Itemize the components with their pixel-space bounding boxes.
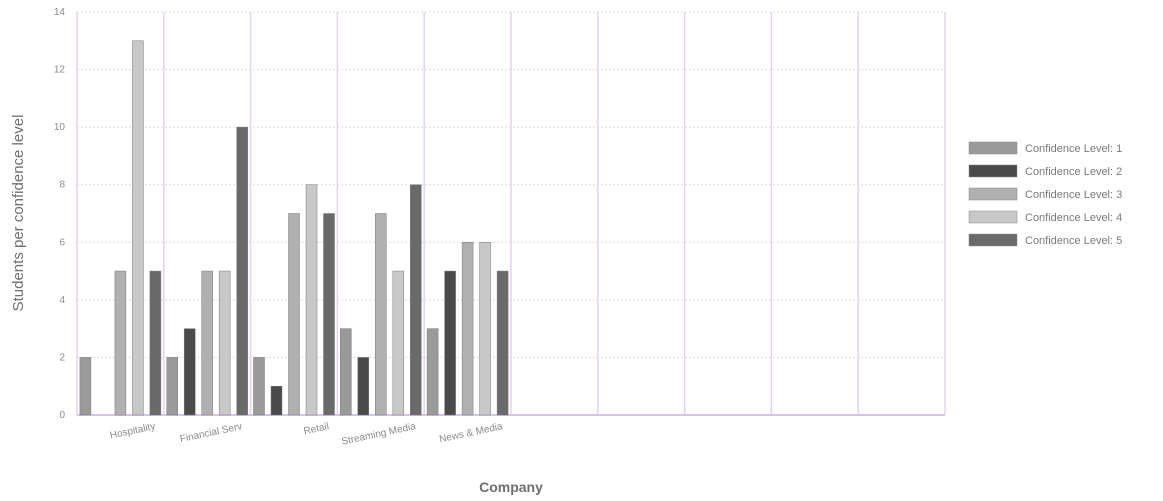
y-axis-title: Students per confidence level (10, 115, 27, 312)
y-tick-label: 4 (59, 295, 65, 306)
bar (201, 270, 213, 416)
bar (166, 357, 178, 416)
legend-swatch (968, 164, 1018, 178)
legend-label: Confidence Level: 3 (1025, 189, 1122, 201)
y-tick-label: 8 (59, 180, 65, 191)
bar (323, 213, 335, 416)
bar (183, 328, 196, 416)
bar (357, 357, 370, 416)
bar (461, 242, 474, 416)
bar (410, 184, 422, 416)
grid (76, 11, 946, 416)
bar (253, 357, 265, 416)
bar (392, 270, 405, 416)
legend-label: Confidence Level: 4 (1025, 212, 1122, 224)
bar (444, 270, 456, 416)
bar (375, 213, 387, 416)
bar (288, 213, 300, 416)
bar (496, 270, 509, 416)
bar (236, 126, 248, 416)
x-tick-label: Streaming Media (341, 421, 418, 448)
bar (340, 328, 352, 416)
x-tick-label: Retail (303, 421, 330, 437)
bar (79, 357, 92, 416)
bar (426, 328, 439, 416)
legend-swatch (968, 141, 1018, 155)
bar (218, 270, 231, 416)
bar (132, 40, 144, 416)
y-tick-label: 14 (54, 7, 66, 18)
y-tick-label: 2 (59, 352, 65, 363)
legend-label: Confidence Level: 5 (1025, 235, 1122, 247)
bar (270, 385, 283, 416)
y-tick-label: 10 (54, 122, 66, 133)
y-tick-label: 0 (59, 410, 65, 421)
legend-swatch (968, 210, 1018, 224)
y-tick-label: 12 (54, 65, 66, 76)
bar (149, 270, 162, 416)
y-axis-ticks: 0 2 4 6 8 10 12 14 (54, 7, 66, 421)
legend: Confidence Level: 1 Confidence Level: 2 Co… (968, 141, 1122, 247)
bar (114, 270, 127, 416)
x-axis-ticks: Hospitality Financial Serv Retail Streaming… (109, 421, 504, 448)
x-tick-label: Financial Serv (179, 421, 243, 445)
legend-label: Confidence Level: 1 (1025, 143, 1122, 155)
x-tick-label: Hospitality (109, 421, 156, 441)
bar (305, 184, 318, 416)
bar (479, 242, 491, 416)
x-tick-label: News & Media (438, 421, 504, 445)
legend-swatch (968, 187, 1018, 201)
x-axis-title: Company (479, 479, 543, 495)
y-tick-label: 6 (59, 237, 65, 248)
legend-swatch (968, 233, 1018, 247)
legend-label: Confidence Level: 2 (1025, 166, 1122, 178)
bars (79, 40, 509, 416)
